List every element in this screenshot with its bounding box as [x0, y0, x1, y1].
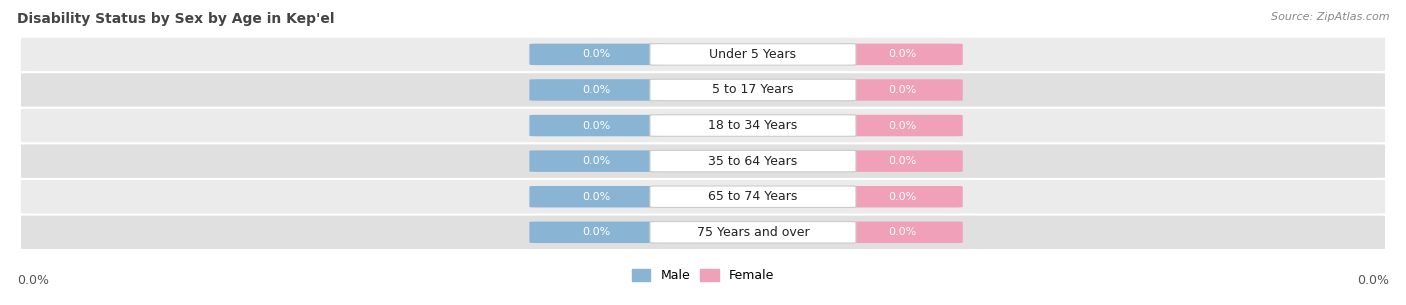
FancyBboxPatch shape	[842, 44, 963, 65]
FancyBboxPatch shape	[530, 150, 664, 172]
Text: 0.0%: 0.0%	[582, 227, 610, 237]
Legend: Male, Female: Male, Female	[631, 269, 775, 282]
FancyBboxPatch shape	[21, 145, 1385, 178]
FancyBboxPatch shape	[650, 79, 856, 101]
Text: 5 to 17 Years: 5 to 17 Years	[713, 84, 794, 96]
Text: 0.0%: 0.0%	[17, 274, 49, 287]
FancyBboxPatch shape	[530, 186, 664, 207]
Text: 0.0%: 0.0%	[582, 120, 610, 131]
FancyBboxPatch shape	[21, 180, 1385, 214]
FancyBboxPatch shape	[530, 115, 664, 136]
Text: 0.0%: 0.0%	[582, 192, 610, 202]
Text: 35 to 64 Years: 35 to 64 Years	[709, 155, 797, 168]
Text: Source: ZipAtlas.com: Source: ZipAtlas.com	[1271, 12, 1389, 22]
Text: 0.0%: 0.0%	[889, 156, 917, 166]
FancyBboxPatch shape	[650, 115, 856, 136]
Text: 0.0%: 0.0%	[582, 85, 610, 95]
Text: 0.0%: 0.0%	[1357, 274, 1389, 287]
FancyBboxPatch shape	[842, 186, 963, 207]
Text: 0.0%: 0.0%	[889, 192, 917, 202]
FancyBboxPatch shape	[650, 221, 856, 243]
Text: 0.0%: 0.0%	[889, 227, 917, 237]
FancyBboxPatch shape	[842, 150, 963, 172]
FancyBboxPatch shape	[530, 221, 664, 243]
Text: 75 Years and over: 75 Years and over	[696, 226, 810, 239]
Text: 0.0%: 0.0%	[582, 49, 610, 59]
Text: 0.0%: 0.0%	[889, 120, 917, 131]
FancyBboxPatch shape	[842, 115, 963, 136]
FancyBboxPatch shape	[530, 44, 664, 65]
FancyBboxPatch shape	[21, 73, 1385, 107]
FancyBboxPatch shape	[842, 79, 963, 101]
Text: Under 5 Years: Under 5 Years	[710, 48, 796, 61]
Text: 18 to 34 Years: 18 to 34 Years	[709, 119, 797, 132]
FancyBboxPatch shape	[650, 150, 856, 172]
FancyBboxPatch shape	[21, 38, 1385, 71]
FancyBboxPatch shape	[842, 221, 963, 243]
FancyBboxPatch shape	[21, 216, 1385, 249]
FancyBboxPatch shape	[530, 79, 664, 101]
Text: Disability Status by Sex by Age in Kep'el: Disability Status by Sex by Age in Kep'e…	[17, 12, 335, 26]
FancyBboxPatch shape	[650, 44, 856, 65]
Text: 0.0%: 0.0%	[582, 156, 610, 166]
FancyBboxPatch shape	[21, 109, 1385, 142]
Text: 65 to 74 Years: 65 to 74 Years	[709, 190, 797, 203]
FancyBboxPatch shape	[650, 186, 856, 207]
Text: 0.0%: 0.0%	[889, 49, 917, 59]
Text: 0.0%: 0.0%	[889, 85, 917, 95]
